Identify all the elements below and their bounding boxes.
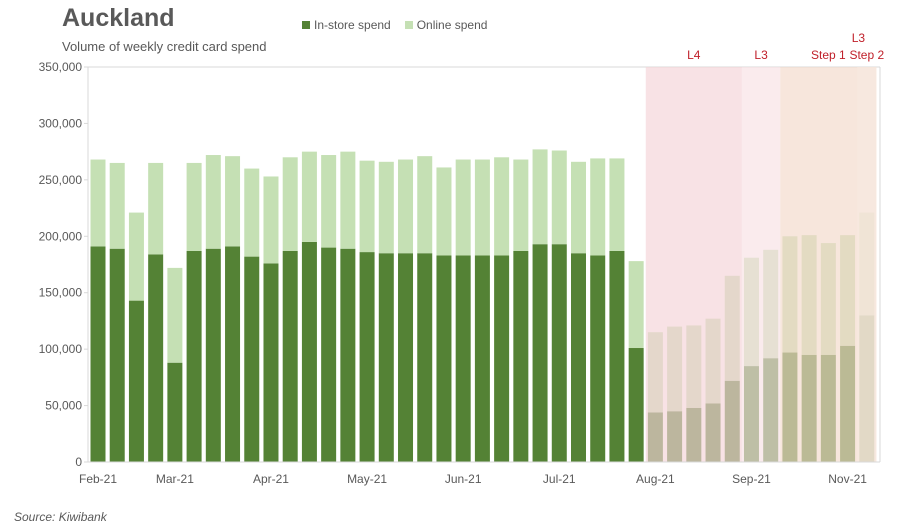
- bar-instore: [417, 253, 433, 462]
- bar-online: [109, 162, 125, 249]
- y-tick-label: 350,000: [39, 60, 83, 74]
- shaded-period-l3: [741, 67, 781, 462]
- bar-online: [128, 212, 144, 301]
- bar-online: [551, 150, 567, 245]
- bar-instore: [513, 250, 529, 462]
- bar-instore: [340, 248, 356, 462]
- bar-online: [340, 151, 356, 249]
- legend-swatch-online: [404, 21, 413, 29]
- y-tick-label: 150,000: [39, 286, 83, 300]
- legend-label-online: Online spend: [416, 18, 488, 32]
- bar-instore: [455, 255, 471, 462]
- x-tick-label: Feb-21: [79, 472, 117, 486]
- shaded-period-l4: [645, 67, 742, 462]
- bar-instore: [205, 248, 221, 462]
- x-tick-label: Nov-21: [828, 472, 867, 486]
- bar-online: [321, 155, 337, 248]
- bar-online: [474, 159, 490, 256]
- legend-item-instore: In-store spend: [302, 18, 391, 32]
- y-tick-label: 200,000: [39, 229, 83, 243]
- bar-instore: [244, 256, 260, 462]
- x-tick-label: Aug-21: [636, 472, 675, 486]
- legend: In-store spend Online spend: [302, 18, 487, 32]
- bar-instore: [551, 244, 567, 462]
- bar-instore: [571, 253, 586, 462]
- bar-online: [90, 159, 106, 247]
- period-label: Step 2: [849, 48, 884, 62]
- x-tick-label: Jul-21: [543, 472, 576, 486]
- bar-online: [436, 167, 452, 256]
- bar-instore: [378, 253, 394, 462]
- legend-swatch-instore: [302, 21, 310, 29]
- bar-instore: [167, 362, 183, 462]
- x-tick-label: Apr-21: [253, 472, 289, 486]
- bar-instore: [436, 255, 452, 462]
- bar-online: [571, 161, 586, 254]
- y-tick-label: 250,000: [39, 173, 83, 187]
- bar-instore: [628, 348, 644, 462]
- legend-item-online: Online spend: [404, 18, 488, 32]
- x-tick-label: Sep-21: [732, 472, 771, 486]
- bar-online: [398, 159, 414, 254]
- bar-instore: [186, 250, 202, 462]
- bar-online: [513, 159, 529, 251]
- period-label: L3: [754, 48, 768, 62]
- bar-online: [628, 261, 644, 349]
- bar-online: [225, 156, 241, 247]
- bar-online: [609, 158, 625, 251]
- bar-online: [417, 156, 433, 254]
- bar-instore: [474, 255, 490, 462]
- period-label: L4: [687, 48, 701, 62]
- period-extra-label: L3: [852, 31, 866, 45]
- x-tick-label: May-21: [347, 472, 387, 486]
- bar-instore: [148, 254, 164, 462]
- bar-online: [590, 158, 606, 256]
- bar-online: [167, 267, 183, 363]
- bar-online: [494, 157, 510, 256]
- y-tick-label: 100,000: [39, 342, 83, 356]
- shaded-period-step-2: [857, 67, 877, 462]
- bar-instore: [301, 241, 317, 462]
- bar-instore: [109, 248, 125, 462]
- bar-online: [205, 155, 221, 249]
- y-tick-label: 0: [75, 455, 82, 469]
- y-tick-label: 50,000: [45, 399, 82, 413]
- bar-online: [263, 176, 279, 264]
- bar-instore: [590, 255, 606, 462]
- bar-online: [148, 162, 164, 255]
- bar-instore: [494, 255, 510, 462]
- y-tick-label: 300,000: [39, 116, 83, 130]
- bar-online: [301, 151, 317, 242]
- bar-instore: [532, 244, 548, 462]
- bar-online: [378, 161, 394, 254]
- bar-online: [359, 160, 375, 253]
- bar-online: [532, 149, 548, 245]
- bar-instore: [225, 246, 241, 462]
- bar-instore: [398, 253, 414, 462]
- chart-subtitle: Volume of weekly credit card spend: [62, 39, 267, 54]
- period-label: Step 1: [811, 48, 846, 62]
- bar-instore: [90, 246, 106, 462]
- bar-instore: [128, 300, 144, 462]
- x-tick-label: Mar-21: [156, 472, 194, 486]
- bar-online: [244, 168, 260, 257]
- bar-instore: [359, 252, 375, 462]
- bar-instore: [609, 250, 625, 462]
- bar-instore: [263, 263, 279, 462]
- bar-instore: [321, 247, 337, 462]
- bar-instore: [282, 250, 298, 462]
- bar-online: [282, 157, 298, 251]
- bar-online: [186, 162, 202, 251]
- bar-online: [455, 159, 471, 256]
- source-note: Source: Kiwibank: [14, 510, 107, 524]
- chart-title: Auckland: [62, 4, 175, 32]
- legend-label-instore: In-store spend: [314, 18, 391, 32]
- x-tick-label: Jun-21: [445, 472, 482, 486]
